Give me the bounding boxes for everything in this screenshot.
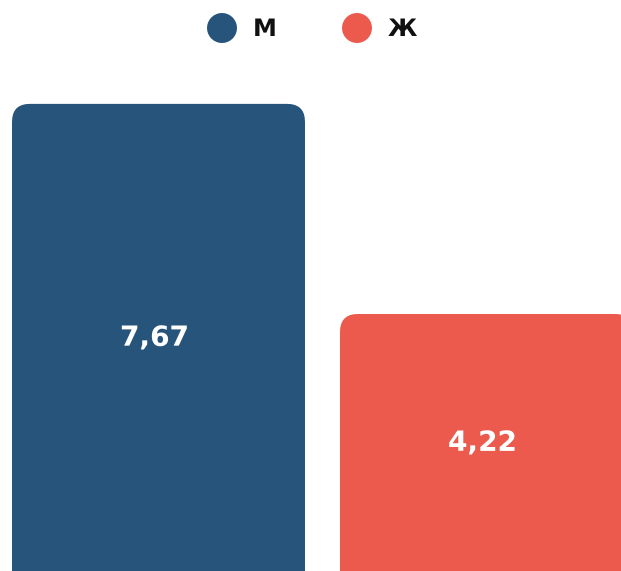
- legend-label: М: [253, 14, 277, 42]
- bar: [12, 103, 305, 571]
- bar: [340, 314, 621, 571]
- legend-marker: [342, 13, 372, 43]
- value-label: 4,22: [448, 425, 517, 458]
- value-label: 7,67: [120, 319, 189, 352]
- legend-label: Ж: [388, 14, 418, 42]
- legend-marker: [207, 13, 237, 43]
